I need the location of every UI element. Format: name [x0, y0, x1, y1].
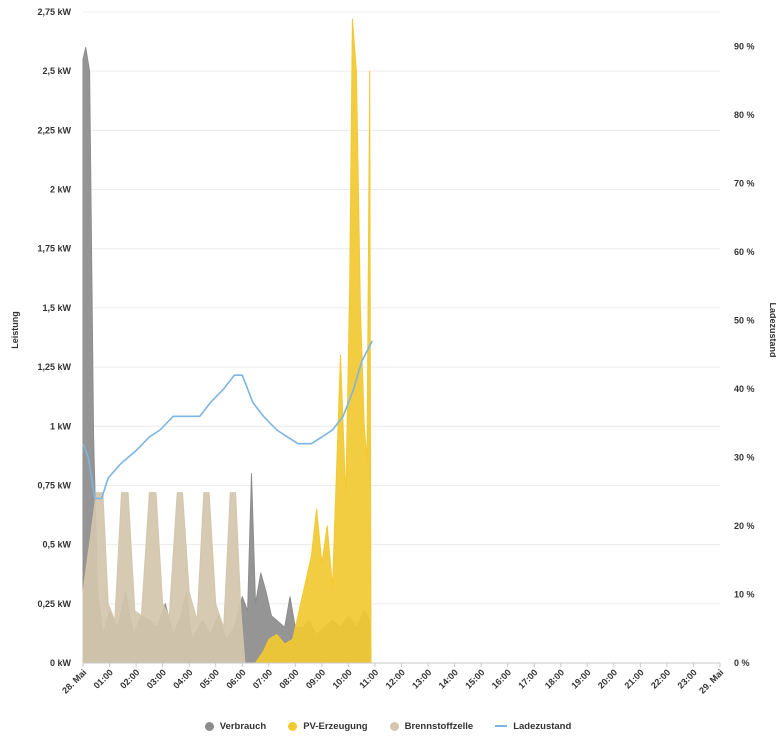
x-tick-label: 15:00: [463, 667, 486, 690]
y-right-tick-label: 60 %: [734, 247, 755, 257]
y-left-tick-label: 1 kW: [50, 421, 72, 431]
y-left-tick-label: 1,75 kW: [37, 244, 71, 254]
legend-marker-pv-erzeugung: [288, 721, 298, 731]
y-right-tick-label: 70 %: [734, 178, 755, 188]
legend-label: PV-Erzeugung: [303, 720, 368, 732]
x-tick-label: 04:00: [171, 667, 194, 690]
x-tick-label: 09:00: [304, 667, 327, 690]
y-left-tick-label: 0,5 kW: [42, 540, 71, 550]
x-tick-label: 23:00: [676, 667, 699, 690]
x-tick-label: 22:00: [649, 667, 672, 690]
x-tick-label: 06:00: [224, 667, 247, 690]
y-right-tick-label: 0 %: [734, 658, 750, 668]
legend-label: Brennstoffzelle: [404, 720, 474, 732]
x-tick-label: 29. Mai: [697, 667, 725, 695]
x-tick-label: 13:00: [410, 667, 433, 690]
series-area-pv-erzeugung: [241, 18, 372, 664]
y-right-tick-label: 30 %: [734, 452, 755, 462]
legend-item-verbrauch[interactable]: Verbrauch: [204, 716, 267, 736]
x-tick-label: 18:00: [543, 667, 566, 690]
x-tick-label: 05:00: [198, 667, 221, 690]
legend-label: Verbrauch: [219, 720, 267, 732]
y-left-tick-label: 2,25 kW: [37, 125, 71, 135]
x-tick-label: 08:00: [277, 667, 300, 690]
y-right-tick-label: 10 %: [734, 589, 755, 599]
x-tick-label: 14:00: [437, 667, 460, 690]
x-tick-label: 10:00: [330, 667, 353, 690]
y-right-tick-label: 80 %: [734, 110, 755, 120]
x-tick-label: 17:00: [516, 667, 539, 690]
y-left-tick-label: 0,75 kW: [37, 480, 71, 490]
x-tick-label: 12:00: [384, 667, 407, 690]
legend-item-brennstoffzelle[interactable]: Brennstoffzelle: [389, 716, 474, 736]
x-tick-label: 20:00: [596, 667, 619, 690]
x-tick-label: 03:00: [145, 667, 168, 690]
y-left-tick-label: 2,5 kW: [42, 66, 71, 76]
x-tick-label: 01:00: [92, 667, 115, 690]
x-tick-label: 19:00: [569, 667, 592, 690]
y-left-tick-label: 0 kW: [50, 658, 72, 668]
legend-item-pv-erzeugung[interactable]: PV-Erzeugung: [288, 716, 368, 736]
x-tick-label: 16:00: [490, 667, 513, 690]
x-tick-label: 07:00: [251, 667, 274, 690]
series-line-ladezustand: [82, 340, 374, 500]
chart-canvas: 0 kW 0,25 kW 0,5 kW 0,75 kW 1 kW 1,25 kW 1,5 k…: [10, 7, 776, 696]
y-left-tick-label: 2,75 kW: [37, 7, 71, 17]
series-area-brennstoffzelle: [82, 492, 246, 664]
legend: Verbrauch PV-Erzeugung Brennstoffzelle L…: [0, 716, 776, 736]
y-axis-left-title: Leistung: [10, 311, 20, 349]
y-axis-right-title: Ladezustand: [768, 302, 776, 357]
legend-marker-brennstoffzelle: [389, 721, 399, 731]
y-right-tick-label: 20 %: [734, 521, 755, 531]
x-tick-label: 11:00: [357, 667, 380, 690]
x-tick-label: 02:00: [118, 667, 141, 690]
y-left-tick-label: 1,5 kW: [42, 303, 71, 313]
x-tick-label: 21:00: [622, 667, 645, 690]
legend-marker-verbrauch: [204, 721, 214, 731]
legend-label: Ladezustand: [513, 720, 572, 732]
x-tick-label: 28. Mai: [60, 667, 88, 695]
y-right-tick-label: 50 %: [734, 315, 755, 325]
series-lines: [82, 340, 374, 500]
y-left-tick-label: 0,25 kW: [37, 599, 71, 609]
y-right-tick-label: 40 %: [734, 384, 755, 394]
legend-item-ladezustand[interactable]: Ladezustand: [495, 716, 571, 736]
y-right-tick-label: 90 %: [734, 41, 755, 51]
series-areas: [82, 18, 372, 664]
y-left-tick-label: 1,25 kW: [37, 362, 71, 372]
legend-marker-ladezustand: [495, 725, 508, 727]
y-left-tick-label: 2 kW: [50, 185, 72, 195]
